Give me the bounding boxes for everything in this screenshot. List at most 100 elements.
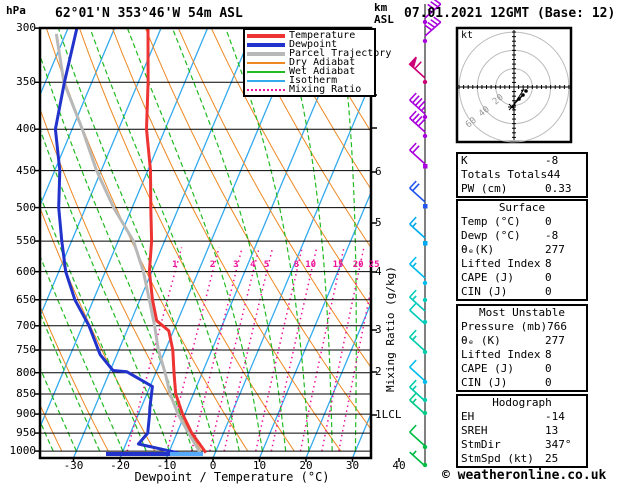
pressure-tick-550: 550 (16, 234, 36, 248)
panel-row-cape-j-: CAPE (J) 0 (458, 362, 586, 376)
panel-row-label: SREH (461, 424, 488, 437)
wind-barb (409, 92, 428, 120)
curve-temperature (145, 28, 208, 454)
panel-row-value: -8 (545, 154, 559, 167)
panel-row-label: StmSpd (kt) (461, 452, 534, 465)
mixing-ratio-label-8: 8 (293, 259, 299, 270)
pressure-tick-800: 800 (16, 365, 36, 379)
panel-row-cin-j-: CIN (J) 0 (458, 376, 586, 390)
panel-row-label: CAPE (J) (461, 271, 514, 284)
panel-row-value: 766 (547, 320, 567, 333)
legend-swatch (247, 70, 285, 73)
legend-label: Temperature (289, 30, 356, 41)
sounding-curves (53, 28, 208, 456)
panel-row-dewp-c-: Dewp (°C) -8 (458, 229, 586, 243)
km-tick-6: 6 (375, 165, 382, 178)
panel-row-label: PW (cm) (461, 182, 508, 195)
panel-row-lifted-index: Lifted Index 8 (458, 257, 586, 271)
panel-row-label: Dewp (°C) (461, 229, 521, 242)
legend-swatch (247, 33, 285, 38)
panel-row-value: 44 (547, 168, 561, 181)
panel-row-value: 0 (545, 362, 552, 375)
panel-row-stmdir: StmDir 347° (458, 438, 586, 452)
hodograph (455, 26, 573, 144)
wind-barb (409, 392, 428, 416)
km-tick-2: 2 (375, 365, 382, 378)
panel-title: Most Unstable (478, 306, 566, 319)
station-title: 62°01'N 353°46'W 54m ASL (55, 6, 243, 21)
pressure-tick-400: 400 (16, 122, 36, 136)
mixing-ratio-label-15: 15 (332, 259, 344, 270)
wind-barb (408, 56, 428, 85)
panel-row-value: 277 (545, 334, 565, 347)
hodograph-unit-label: kt (461, 30, 474, 41)
wind-barb (409, 142, 428, 169)
legend-swatch (247, 88, 285, 91)
x-axis-title: Dewpoint / Temperature (°C) (134, 470, 330, 484)
wind-barb (422, 0, 442, 25)
panel-row-lifted-index: Lifted Index 8 (458, 348, 586, 362)
temp-tick-10: 10 (252, 459, 267, 472)
panel-row--k-: θₑ(K) 277 (458, 243, 586, 257)
pressure-tick-1000: 1000 (9, 444, 37, 458)
panel-hodograph: Hodograph EH -14 SREH 13 StmDir 347° StmSpd (kt… (456, 394, 588, 468)
temp-tick-40: 40 (392, 459, 406, 472)
legend-label: Wet Adiabat (289, 66, 356, 77)
mixing-ratio-label-10: 10 (305, 259, 317, 270)
panel-most-unstable: Most Unstable Pressure (mb) 766 θₑ (K) 277 Li… (456, 304, 588, 392)
panel-row-value: -14 (545, 410, 565, 423)
legend-swatch (247, 51, 285, 56)
panel-row-k: K -8 (458, 154, 586, 168)
wind-barb (409, 180, 428, 209)
panel-row--k-: θₑ (K) 277 (458, 334, 586, 348)
panel-row-pw-cm-: PW (cm) 0.33 (458, 182, 586, 196)
temp-tick--30: -30 (63, 459, 84, 472)
wind-barb (409, 256, 428, 286)
legend-box: Temperature Dewpoint Parcel Trajectory Dry … (243, 28, 391, 97)
legend-item-temperature: Temperature (247, 30, 372, 41)
panel-row-label: CAPE (J) (461, 362, 514, 375)
wind-barb (422, 16, 442, 44)
panel-row-value: 8 (545, 348, 552, 361)
pressure-unit-label: hPa (6, 4, 26, 17)
temp-tick-20: 20 (299, 459, 313, 472)
mixing-ratio-label-4: 4 (250, 259, 256, 270)
panel-title: Hodograph (492, 396, 552, 409)
panel-row-label: CIN (J) (461, 376, 508, 389)
panel-row-label: K (461, 154, 468, 167)
pressure-tick-900: 900 (16, 407, 36, 421)
panel-row-value: 347° (545, 438, 572, 451)
footer-credit: © weatheronline.co.uk (442, 468, 607, 483)
temp-tick--10: -10 (156, 459, 177, 472)
mixing-ratio-label-2: 2 (209, 259, 216, 270)
panel-row-label: EH (461, 410, 475, 423)
legend-item-isotherm: Isotherm (247, 76, 372, 86)
pressure-tick-300: 300 (16, 21, 36, 35)
panel-row-totals-totals: Totals Totals 44 (458, 168, 586, 182)
curve-parcel-trajectory (54, 33, 202, 454)
legend-label: Mixing Ratio (289, 84, 362, 95)
legend-item-wet-adiabat: Wet Adiabat (247, 66, 372, 77)
mixing-ratio-label-1: 1 (172, 259, 178, 270)
km-tick-3: 3 (375, 323, 382, 336)
panel-row-value: -8 (545, 229, 559, 242)
legend-item-dewpoint: Dewpoint (247, 40, 372, 50)
panel-row-value: 0 (545, 376, 552, 389)
panel-row-value: 0 (545, 271, 552, 284)
panel-row-label: Temp (°C) (461, 215, 521, 228)
panel-row-value: 0 (545, 215, 552, 228)
panel-indices: K -8 Totals Totals 44 PW (cm) 0.33 (456, 152, 588, 198)
pressure-tick-850: 850 (16, 387, 36, 400)
wind-barb (409, 379, 428, 403)
panel-row-eh: EH -14 (458, 410, 586, 424)
panel-row-label: θₑ (K) (461, 334, 501, 347)
temp-tick-30: 30 (345, 459, 360, 472)
pressure-tick-350: 350 (16, 75, 36, 89)
km-tick-1LCL: 1LCL (375, 408, 402, 421)
mixing-ratio-label-25: 25 (368, 259, 380, 270)
mixing-ratio-axis-title: Mixing Ratio (g/kg) (384, 266, 397, 392)
legend-label: Parcel Trajectory (289, 48, 392, 59)
wind-barb (409, 329, 428, 355)
panel-row-label: Lifted Index (461, 257, 541, 270)
